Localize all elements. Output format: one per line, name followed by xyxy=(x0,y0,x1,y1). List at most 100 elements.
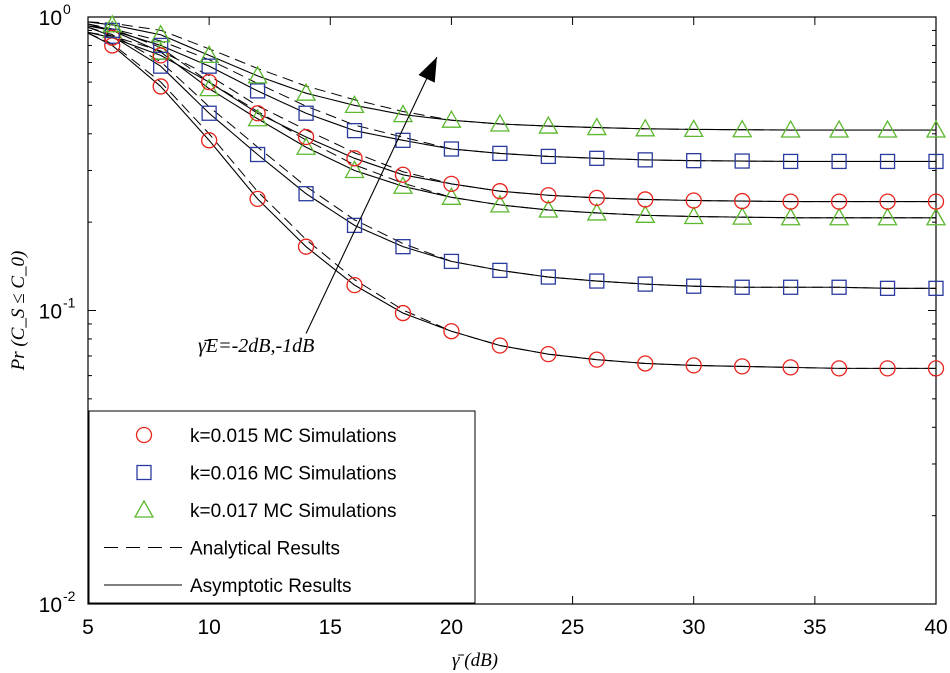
data-point-triangle xyxy=(925,207,947,226)
legend-marker-circle xyxy=(135,426,153,444)
data-point-square xyxy=(298,186,314,202)
data-point-circle xyxy=(540,346,557,363)
analytical-line xyxy=(88,21,936,131)
data-point-circle xyxy=(394,166,412,183)
data-point-square xyxy=(346,122,363,139)
data-point-triangle xyxy=(925,119,947,138)
data-point-square xyxy=(879,153,896,170)
data-point-triangle xyxy=(150,41,171,60)
data-point-square xyxy=(492,145,508,162)
data-point-circle xyxy=(491,183,509,200)
data-point-square xyxy=(637,276,653,292)
data-point-square xyxy=(492,262,508,279)
data-point-triangle xyxy=(586,202,607,221)
analytical-line xyxy=(88,31,936,203)
data-point-square xyxy=(686,153,702,169)
data-point-circle xyxy=(200,132,218,149)
y-tick-label-exp: 0 xyxy=(63,1,71,17)
data-point-circle xyxy=(734,192,751,210)
data-point-circle xyxy=(491,337,509,354)
data-point-circle xyxy=(152,78,169,95)
y-tick-label-base: 10 xyxy=(39,301,62,324)
data-point-circle xyxy=(152,47,169,64)
data-point-triangle xyxy=(295,82,317,101)
legend: k=0.015 MC Simulations k=0.016 MC Simulat… xyxy=(88,410,476,604)
annotation-arrow-line xyxy=(305,56,438,334)
data-point-circle xyxy=(830,193,848,210)
y-tick-label-exp: -1 xyxy=(63,295,76,311)
y-axis-label: Pr (C_S ≤ C_0) xyxy=(8,251,29,372)
data-point-triangle xyxy=(247,65,268,84)
data-point-circle xyxy=(782,193,799,210)
x-tick-label: 30 xyxy=(682,616,705,639)
data-point-square xyxy=(540,269,556,285)
data-point-circle xyxy=(443,175,460,193)
data-point-circle xyxy=(927,193,945,210)
data-point-circle xyxy=(346,277,363,294)
data-point-triangle xyxy=(344,160,365,179)
analytical-line xyxy=(88,26,936,289)
data-point-square xyxy=(831,279,847,295)
data-point-circle xyxy=(394,304,412,322)
data-point-circle xyxy=(540,187,557,204)
x-tick-label: 35 xyxy=(803,616,826,639)
legend-label: k=0.017 MC Simulations xyxy=(190,501,396,522)
data-point-square xyxy=(443,253,460,270)
data-point-triangle xyxy=(150,24,171,43)
x-tick-label: 5 xyxy=(82,616,94,639)
data-point-square xyxy=(298,105,314,121)
legend-label: k=0.016 MC Simulations xyxy=(190,464,396,485)
series-lines xyxy=(88,21,936,369)
data-point-circle xyxy=(588,189,605,207)
x-tick-label: 25 xyxy=(561,616,584,639)
data-point-triangle xyxy=(441,109,462,128)
data-point-triangle xyxy=(538,199,559,218)
data-point-triangle xyxy=(877,207,898,226)
analytical-line xyxy=(88,32,936,369)
data-point-circle xyxy=(637,355,654,372)
data-point-circle xyxy=(200,73,218,91)
data-point-circle xyxy=(588,351,605,368)
axis-labels: γ̄ (dB) Pr (C_S ≤ C_0) xyxy=(8,251,498,671)
data-point-triangle xyxy=(489,194,510,213)
data-point-square xyxy=(201,105,217,121)
legend-label: k=0.015 MC Simulations xyxy=(190,426,396,447)
y-tick-label-base: 10 xyxy=(39,7,62,30)
data-point-triangle xyxy=(247,108,268,127)
data-point-circle xyxy=(734,358,751,375)
data-point-square xyxy=(589,150,605,166)
x-tick-label: 15 xyxy=(319,616,342,639)
data-point-triangle xyxy=(392,175,414,194)
data-point-square xyxy=(831,153,847,170)
data-point-square xyxy=(782,279,799,295)
data-point-square xyxy=(395,132,411,148)
x-tick-label: 10 xyxy=(197,616,220,639)
data-point-triangle xyxy=(635,118,656,137)
analytical-line xyxy=(88,23,936,219)
legend-marker-square xyxy=(136,464,152,481)
data-point-circle xyxy=(685,357,702,374)
data-point-triangle xyxy=(780,119,801,138)
legend-label: Analytical Results xyxy=(190,539,340,560)
data-point-square xyxy=(395,239,411,255)
data-point-triangle xyxy=(732,206,753,225)
data-point-triangle xyxy=(780,207,801,226)
data-point-circle xyxy=(927,360,945,377)
data-point-triangle xyxy=(683,119,704,138)
data-point-triangle xyxy=(102,14,123,33)
data-point-triangle xyxy=(828,207,850,226)
data-point-square xyxy=(201,58,217,74)
x-tick-label: 40 xyxy=(924,616,947,639)
data-point-circle xyxy=(685,192,702,209)
x-axis-label: γ̄ (dB) xyxy=(452,650,498,671)
data-point-triangle xyxy=(586,117,607,136)
data-point-square xyxy=(249,83,266,99)
data-point-triangle xyxy=(392,104,414,123)
data-point-circle xyxy=(297,128,315,146)
analytical-line xyxy=(88,25,936,162)
data-point-square xyxy=(928,280,944,296)
legend-marker-triangle xyxy=(133,499,155,518)
x-tick-label: 20 xyxy=(440,616,463,639)
data-point-circle xyxy=(346,150,363,167)
data-point-triangle xyxy=(489,113,510,132)
